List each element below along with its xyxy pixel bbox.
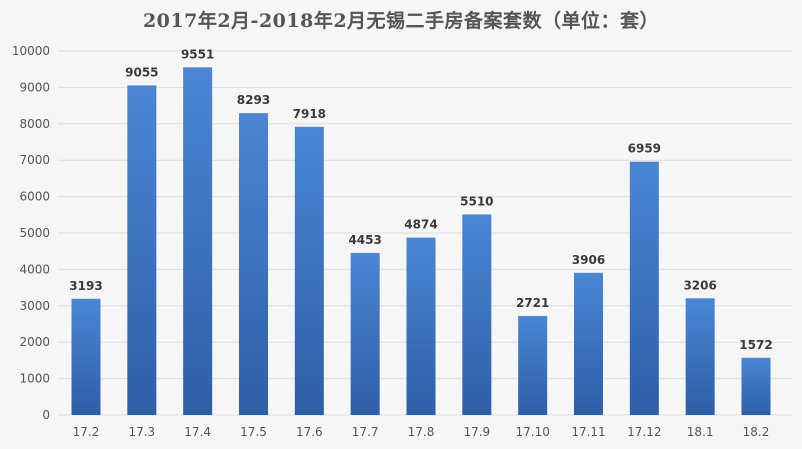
- bar-17.2: [71, 298, 101, 415]
- x-tick-label: 17.5: [240, 425, 267, 439]
- bar-17.11: [574, 272, 603, 415]
- data-label: 3906: [572, 253, 605, 267]
- bar-17.4: [183, 67, 213, 415]
- data-labels: 3193 9055 9551 8293 7918 4453 4874 5510 2721 3906…: [69, 47, 772, 351]
- data-label: 3193: [69, 279, 102, 293]
- x-tick-label: 17.8: [408, 425, 435, 439]
- data-label: 9055: [125, 65, 158, 79]
- x-tick-label: 18.1: [687, 425, 714, 439]
- x-tick-label: 17.2: [73, 425, 100, 439]
- data-label: 2721: [516, 296, 549, 310]
- bar-18.2: [741, 357, 771, 415]
- y-tick-label: 8000: [19, 117, 50, 131]
- data-label: 9551: [181, 47, 214, 61]
- bar-17.12: [629, 161, 659, 415]
- y-tick-label: 6000: [19, 190, 50, 204]
- data-label: 3206: [683, 278, 716, 292]
- y-tick-label: 0: [42, 408, 50, 422]
- bar-18.1: [685, 298, 715, 415]
- data-label: 7918: [293, 107, 326, 121]
- x-tick-label: 17.12: [627, 425, 661, 439]
- bar-17.8: [406, 237, 436, 415]
- y-tick-label: 5000: [19, 226, 50, 240]
- data-label: 8293: [237, 93, 270, 107]
- bar-17.3: [127, 85, 157, 415]
- x-axis-ticks: 17.2 17.3 17.4 17.5 17.6 17.7 17.8 17.9 17.10 17.…: [73, 425, 770, 439]
- y-axis-ticks: 0 1000 2000 3000 4000 5000 6000 7000 8000 9000 100…: [12, 44, 50, 422]
- x-tick-label: 17.3: [128, 425, 155, 439]
- data-label: 6959: [628, 142, 661, 156]
- x-tick-label: 17.10: [515, 425, 549, 439]
- data-label: 4453: [348, 233, 381, 247]
- chart-title: 2017年2月-2018年2月无锡二手房备案套数（单位：套）: [142, 10, 660, 32]
- y-tick-label: 10000: [12, 44, 50, 58]
- y-tick-label: 2000: [19, 335, 50, 349]
- x-tick-label: 17.9: [463, 425, 490, 439]
- x-tick-label: 17.4: [184, 425, 211, 439]
- y-tick-label: 3000: [19, 299, 50, 313]
- x-tick-label: 17.11: [571, 425, 605, 439]
- y-tick-label: 7000: [19, 153, 50, 167]
- bar-17.5: [239, 113, 268, 415]
- data-label: 5510: [460, 194, 493, 208]
- x-tick-label: 18.2: [743, 425, 770, 439]
- data-label: 1572: [739, 338, 772, 352]
- y-tick-label: 1000: [19, 372, 50, 386]
- y-tick-label: 4000: [19, 262, 50, 276]
- bar-17.9: [462, 214, 492, 415]
- bar-17.10: [518, 315, 548, 415]
- bars: [71, 67, 771, 416]
- x-tick-label: 17.6: [296, 425, 323, 439]
- y-tick-label: 9000: [19, 80, 50, 94]
- x-tick-label: 17.7: [352, 425, 379, 439]
- bar-17.6: [294, 126, 324, 416]
- bar-17.7: [350, 252, 380, 415]
- data-label: 4874: [404, 218, 437, 232]
